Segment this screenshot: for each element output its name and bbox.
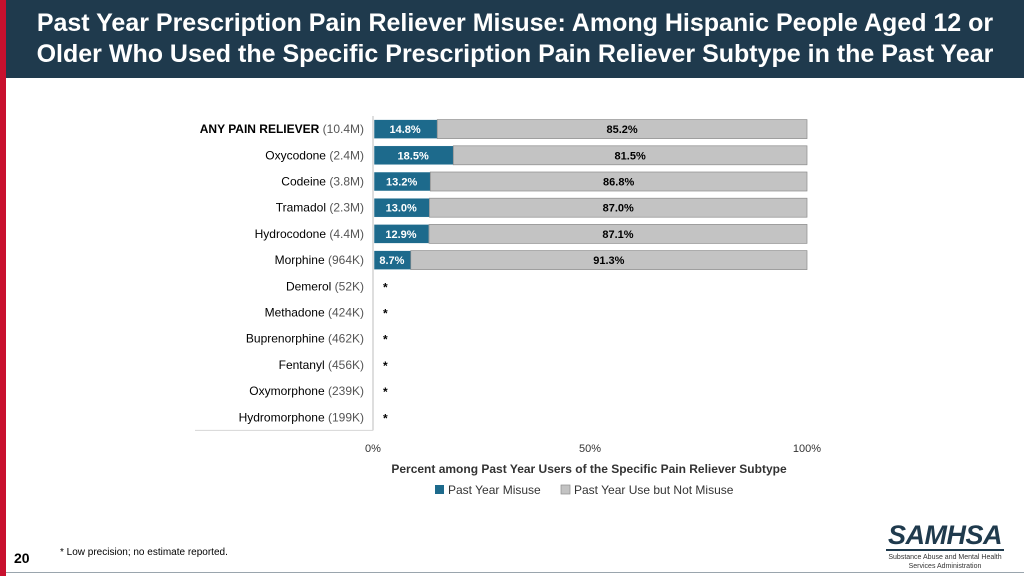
samhsa-logo: SAMHSA Substance Abuse and Mental Health…: [880, 522, 1010, 571]
no-estimate-marker: *: [383, 333, 388, 347]
category-name: Oxycodone: [265, 148, 329, 162]
category-label: Tramadol (2.3M): [276, 201, 364, 215]
category-label: ANY PAIN RELIEVER (10.4M): [200, 122, 364, 136]
category-name: Codeine: [281, 175, 329, 189]
data-label-misuse: 14.8%: [390, 124, 421, 136]
data-label-use-not-misuse: 86.8%: [603, 177, 634, 189]
category-label: Fentanyl (456K): [279, 358, 364, 372]
category-count: (3.8M): [329, 175, 364, 189]
data-label-use-not-misuse: 87.1%: [602, 229, 633, 241]
data-label-misuse: 13.0%: [386, 203, 417, 215]
category-label: Hydromorphone (199K): [239, 410, 364, 424]
category-name: Fentanyl: [279, 358, 328, 372]
bar-use-not-misuse: [452, 145, 808, 166]
logo-wordmark: SAMHSA: [887, 520, 1003, 550]
legend-label-misuse: Past Year Misuse: [448, 483, 541, 497]
data-label-use-not-misuse: 85.2%: [607, 124, 638, 136]
category-count: (456K): [328, 358, 364, 372]
category-label: Oxymorphone (239K): [249, 384, 364, 398]
category-count: (4.4M): [329, 227, 364, 241]
x-tick-label: 0%: [365, 443, 381, 455]
logo-underline: [886, 549, 1004, 551]
category-name: Morphine: [275, 253, 328, 267]
bar-use-not-misuse: [429, 171, 808, 192]
category-label: Demerol (52K): [286, 279, 364, 293]
x-tick-label: 50%: [579, 443, 601, 455]
no-estimate-marker: *: [383, 385, 388, 399]
page-number: 20: [14, 550, 30, 566]
category-name: Tramadol: [276, 201, 330, 215]
legend-label-use-not-misuse: Past Year Use but Not Misuse: [574, 483, 734, 497]
footnote: * Low precision; no estimate reported.: [60, 547, 228, 558]
category-label: Morphine (964K): [275, 253, 364, 267]
category-name: Hydromorphone: [239, 410, 328, 424]
data-label-misuse: 18.5%: [398, 150, 429, 162]
category-name: Demerol: [286, 279, 335, 293]
no-estimate-marker: *: [383, 411, 388, 425]
category-label: Buprenorphine (462K): [246, 332, 364, 346]
x-axis-title: Percent among Past Year Users of the Spe…: [391, 462, 787, 476]
category-name: Hydrocodone: [255, 227, 330, 241]
legend-swatch-use-not-misuse: [560, 484, 571, 495]
category-label: Methadone (424K): [265, 306, 364, 320]
bar-use-not-misuse: [410, 250, 808, 270]
legend-swatch-misuse: [435, 485, 444, 494]
category-count: (10.4M): [323, 122, 364, 136]
category-name: Oxymorphone: [249, 384, 328, 398]
data-label-use-not-misuse: 91.3%: [593, 255, 624, 267]
data-label-misuse: 13.2%: [386, 177, 417, 189]
logo-subtitle-line2: Services Administration: [908, 563, 982, 570]
category-label: Codeine (3.8M): [281, 175, 364, 189]
bar-use-not-misuse: [429, 197, 808, 218]
bar-use-not-misuse: [436, 119, 808, 139]
data-label-use-not-misuse: 87.0%: [603, 203, 634, 215]
page-title: Past Year Prescription Pain Reliever Mis…: [36, 9, 994, 68]
category-label: Oxycodone (2.4M): [265, 148, 364, 162]
no-estimate-marker: *: [383, 307, 388, 321]
category-count: (2.4M): [329, 148, 364, 162]
bar-use-not-misuse: [428, 224, 808, 244]
category-label: Hydrocodone (4.4M): [255, 227, 364, 241]
title-bar: Past Year Prescription Pain Reliever Mis…: [6, 0, 1024, 78]
category-name: ANY PAIN RELIEVER: [200, 122, 323, 136]
data-label-misuse: 8.7%: [379, 255, 404, 267]
category-count: (424K): [328, 306, 364, 320]
category-count: (2.3M): [329, 201, 364, 215]
category-count: (199K): [328, 410, 364, 424]
logo-subtitle-line1: Substance Abuse and Mental Health: [888, 554, 1002, 561]
no-estimate-marker: *: [383, 359, 388, 373]
category-name: Methadone: [265, 306, 328, 320]
data-label-misuse: 12.9%: [385, 229, 416, 241]
data-label-use-not-misuse: 81.5%: [615, 150, 646, 162]
category-count: (964K): [328, 253, 364, 267]
x-tick-label: 100%: [793, 443, 821, 455]
category-count: (462K): [328, 332, 364, 346]
bottom-divider: [6, 572, 1024, 573]
left-accent-stripe: [0, 0, 6, 576]
category-count: (52K): [335, 279, 364, 293]
category-count: (239K): [328, 384, 364, 398]
no-estimate-marker: *: [383, 280, 388, 294]
category-name: Buprenorphine: [246, 332, 328, 346]
